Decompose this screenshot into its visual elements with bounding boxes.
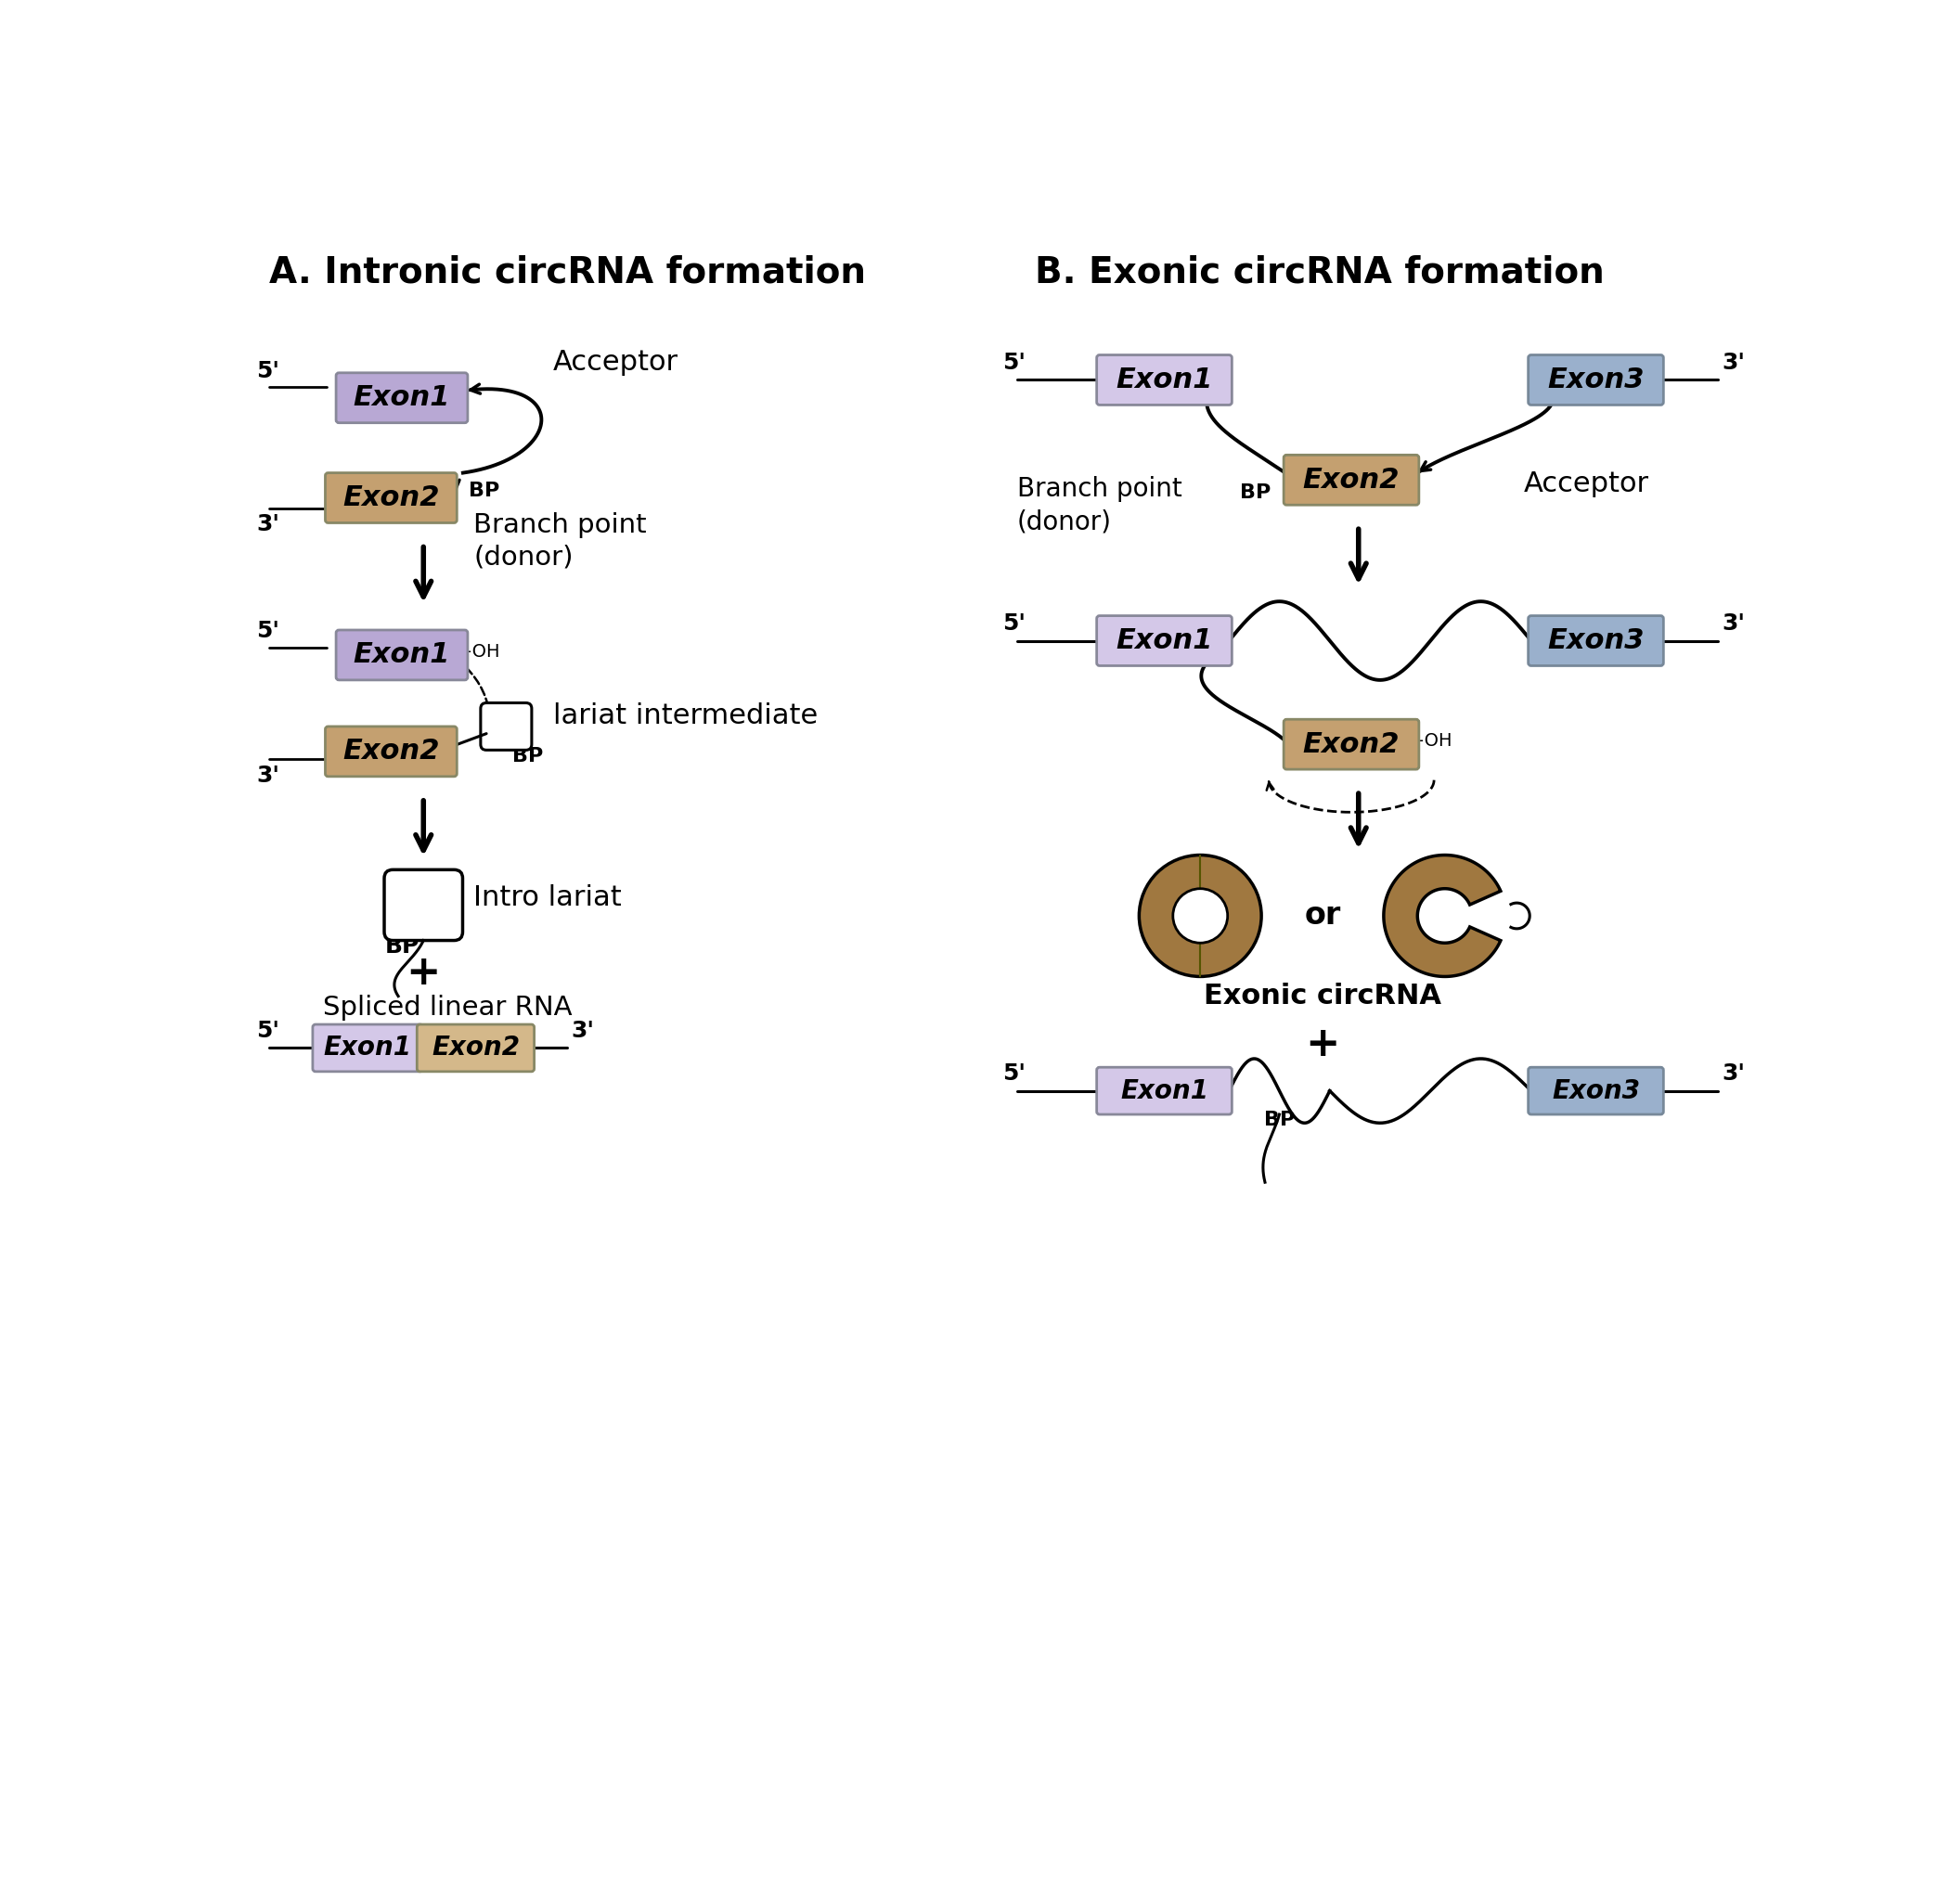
Text: Spliced linear RNA: Spliced linear RNA <box>324 994 571 1021</box>
FancyBboxPatch shape <box>335 373 468 423</box>
Text: Exon1: Exon1 <box>1115 626 1212 655</box>
FancyBboxPatch shape <box>481 703 532 750</box>
FancyBboxPatch shape <box>325 472 456 524</box>
FancyBboxPatch shape <box>1097 615 1232 666</box>
Text: 5': 5' <box>257 1021 281 1041</box>
Text: 5': 5' <box>257 360 281 383</box>
Text: Exon3: Exon3 <box>1551 1078 1639 1104</box>
Text: Branch point
(donor): Branch point (donor) <box>474 512 647 569</box>
Text: 5': 5' <box>1002 613 1025 636</box>
FancyBboxPatch shape <box>325 727 456 777</box>
Text: lariat intermediate: lariat intermediate <box>554 703 819 729</box>
Text: BP: BP <box>470 482 499 501</box>
Text: Acceptor: Acceptor <box>1524 470 1649 497</box>
Text: Exon2: Exon2 <box>343 739 440 765</box>
FancyBboxPatch shape <box>417 1024 534 1072</box>
Text: Exon1: Exon1 <box>353 385 450 411</box>
Text: B. Exonic circRNA formation: B. Exonic circRNA formation <box>1035 255 1604 289</box>
Text: BP: BP <box>1240 484 1271 503</box>
Text: Exon1: Exon1 <box>1121 1078 1208 1104</box>
Text: Acceptor: Acceptor <box>554 348 678 375</box>
FancyBboxPatch shape <box>1284 720 1419 769</box>
Text: A. Intronic circRNA formation: A. Intronic circRNA formation <box>269 255 865 289</box>
Text: Exon1: Exon1 <box>324 1036 411 1061</box>
Text: Exon1: Exon1 <box>353 642 450 668</box>
Text: 3': 3' <box>1721 613 1744 636</box>
Text: 5': 5' <box>1002 352 1025 375</box>
FancyBboxPatch shape <box>1528 354 1664 406</box>
Text: Exon2: Exon2 <box>343 484 440 512</box>
Text: Exon3: Exon3 <box>1548 366 1645 394</box>
Text: Exon2: Exon2 <box>1302 466 1399 493</box>
Text: Exon2: Exon2 <box>1302 731 1399 758</box>
FancyBboxPatch shape <box>1528 615 1664 666</box>
FancyBboxPatch shape <box>1528 1068 1664 1114</box>
Text: Exon2: Exon2 <box>431 1036 520 1061</box>
Text: Intro lariat: Intro lariat <box>474 885 622 912</box>
Text: 3': 3' <box>257 764 281 786</box>
Text: +: + <box>405 954 440 992</box>
Text: +: + <box>1306 1024 1339 1064</box>
FancyBboxPatch shape <box>335 630 468 680</box>
Text: BP: BP <box>384 935 419 958</box>
Text: Exonic circRNA: Exonic circRNA <box>1204 982 1442 1009</box>
Text: Branch point
(donor): Branch point (donor) <box>1017 476 1181 535</box>
Text: BP: BP <box>1265 1110 1294 1129</box>
Text: 3': 3' <box>571 1021 594 1041</box>
FancyBboxPatch shape <box>384 870 462 941</box>
Text: -OH: -OH <box>466 644 501 661</box>
Text: 5': 5' <box>1002 1062 1025 1085</box>
Text: 3': 3' <box>257 514 281 535</box>
Text: BP: BP <box>513 746 542 765</box>
FancyBboxPatch shape <box>312 1024 423 1072</box>
Text: or: or <box>1304 901 1341 931</box>
Text: BP: BP <box>1183 651 1214 670</box>
Text: Exon3: Exon3 <box>1548 626 1645 655</box>
Text: Exon1: Exon1 <box>1115 366 1212 394</box>
Text: 3': 3' <box>1721 352 1744 375</box>
Text: -OH: -OH <box>1417 731 1452 750</box>
PathPatch shape <box>1384 855 1501 977</box>
Text: 5': 5' <box>257 621 281 642</box>
Circle shape <box>1173 889 1228 942</box>
Circle shape <box>1138 855 1261 977</box>
FancyBboxPatch shape <box>1097 354 1232 406</box>
FancyBboxPatch shape <box>1284 455 1419 505</box>
Text: 3': 3' <box>1721 1062 1744 1085</box>
FancyBboxPatch shape <box>1097 1068 1232 1114</box>
